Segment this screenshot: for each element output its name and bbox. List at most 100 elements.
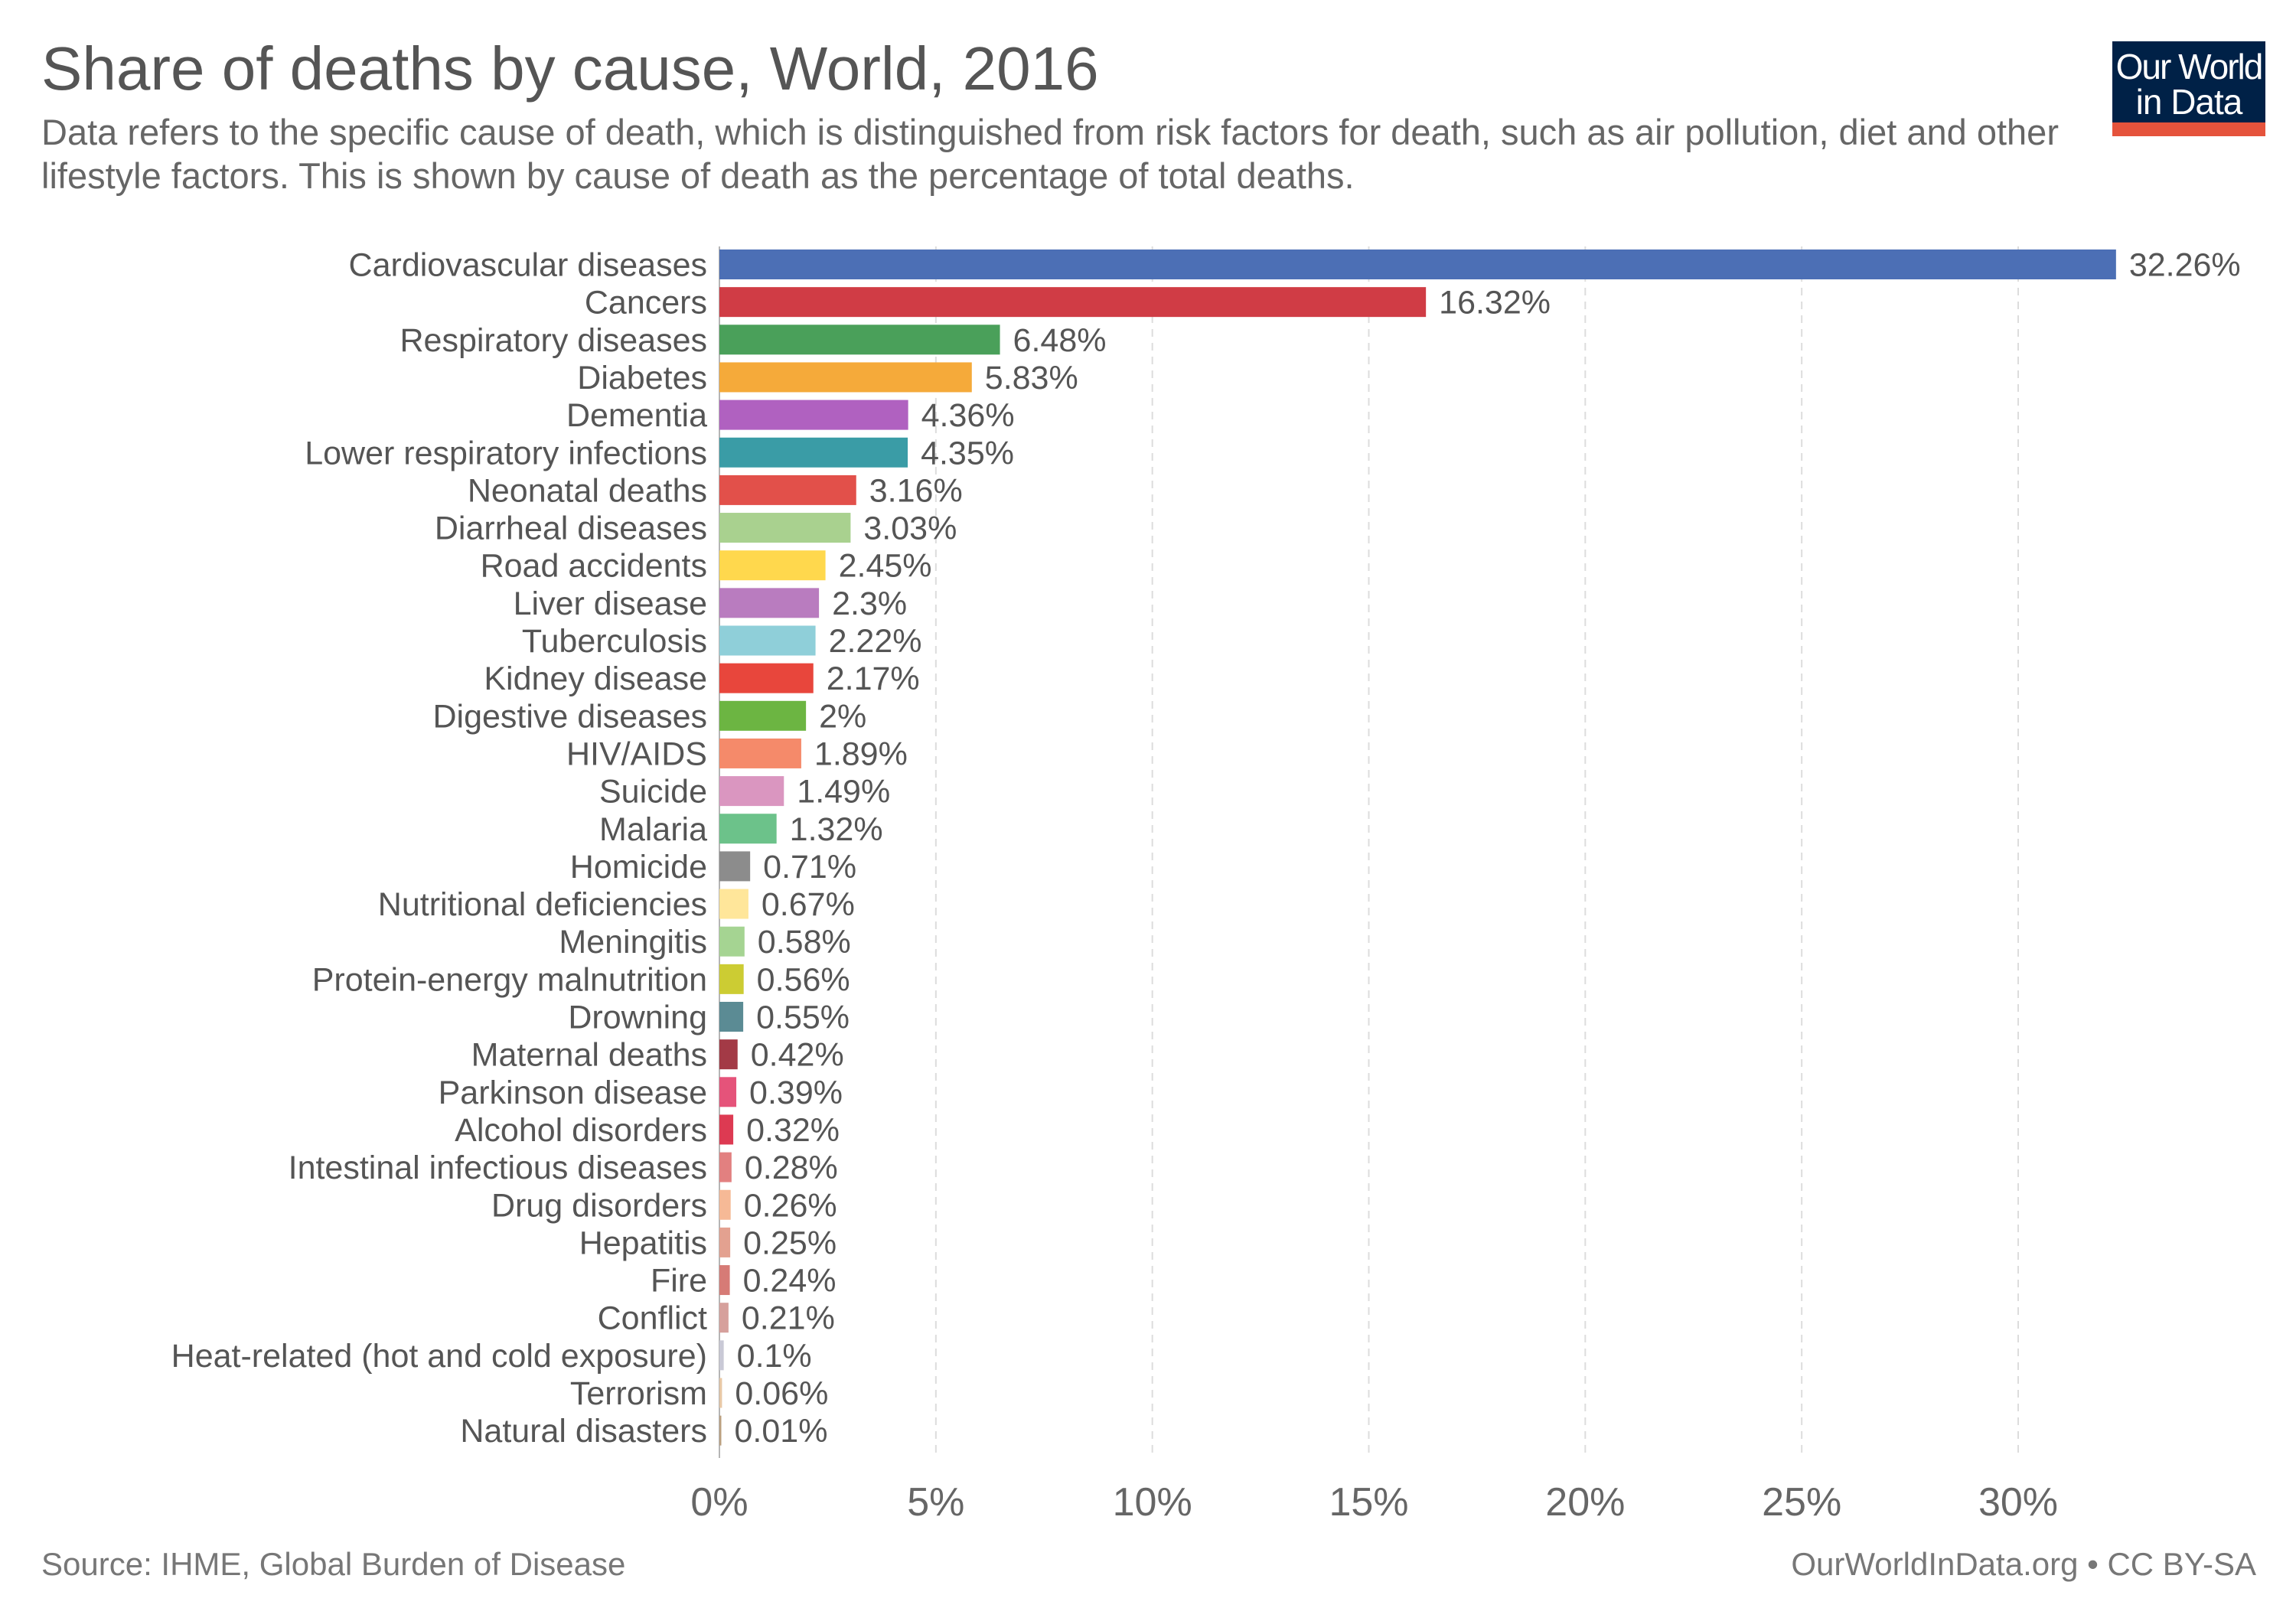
value-label: 2.45% — [839, 548, 932, 585]
value-label: 0.39% — [749, 1075, 843, 1111]
bar — [719, 325, 1000, 355]
bar — [719, 889, 748, 919]
bar — [719, 1340, 724, 1371]
bar — [719, 400, 908, 430]
value-label: 0.28% — [745, 1150, 838, 1186]
category-label: Hepatitis — [579, 1225, 707, 1261]
bar — [719, 851, 751, 882]
bar — [719, 814, 777, 844]
x-tick-label: 10% — [1113, 1480, 1192, 1525]
category-label: Cancers — [585, 285, 707, 321]
category-label: Kidney disease — [484, 660, 707, 697]
value-label: 0.24% — [743, 1263, 837, 1300]
source-note[interactable]: Source: IHME, Global Burden of Disease — [41, 1546, 626, 1582]
bar — [719, 362, 972, 393]
x-axis-ticks: 0% 5% 10% 15% 20% 25% 30% — [690, 1480, 2058, 1525]
value-label: 0.01% — [735, 1413, 828, 1450]
category-label: Lower respiratory infections — [305, 435, 707, 471]
value-label: 0.26% — [744, 1187, 837, 1224]
bar — [719, 1189, 731, 1220]
value-label: 6.48% — [1013, 322, 1107, 359]
category-label: Respiratory diseases — [400, 322, 707, 359]
value-label: 1.32% — [790, 811, 883, 848]
value-label: 0.25% — [743, 1225, 837, 1261]
bar — [719, 700, 807, 731]
bar — [719, 1077, 737, 1107]
bar — [719, 776, 784, 807]
category-label: Fire — [651, 1263, 707, 1300]
logo-text-line2: in Data — [2135, 82, 2243, 122]
value-label: 1.89% — [814, 735, 908, 772]
value-label: 0.06% — [735, 1375, 828, 1412]
category-label: Digestive diseases — [432, 698, 707, 735]
category-label: Liver disease — [514, 585, 707, 622]
value-labels: 32.26% 16.32% 6.48%5.83%4.36%4.35%3.16%3.0… — [735, 247, 2241, 1450]
bar — [719, 1415, 722, 1446]
value-label: 0.42% — [751, 1037, 844, 1074]
category-label: Alcohol disorders — [455, 1112, 707, 1149]
category-label: Nutritional deficiencies — [378, 886, 707, 923]
category-label: Terrorism — [570, 1375, 707, 1412]
chart-title: Share of deaths by cause, World, 2016 — [41, 34, 1099, 103]
category-label: Cardiovascular diseases — [349, 247, 707, 284]
value-label: 0.67% — [762, 886, 855, 923]
x-tick-label: 5% — [907, 1480, 964, 1525]
value-label: 4.36% — [921, 397, 1015, 434]
bar — [719, 475, 856, 505]
value-label: 0.58% — [758, 924, 851, 961]
value-label: 4.35% — [921, 435, 1014, 471]
bar — [719, 1265, 730, 1296]
category-labels: Cardiovascular diseasesCancersRespirator… — [171, 247, 707, 1450]
owid-logo[interactable]: Our World in Data — [2112, 41, 2265, 136]
category-label: Homicide — [570, 849, 707, 886]
category-label: Conflict — [598, 1300, 707, 1337]
logo-accent-bar — [2112, 122, 2265, 136]
bar — [719, 1378, 722, 1408]
category-label: Tuberculosis — [522, 623, 707, 660]
chart-subtitle: Data refers to the specific cause of dea… — [41, 112, 2059, 196]
value-label: 0.21% — [742, 1300, 835, 1337]
category-label: Diabetes — [577, 360, 707, 396]
category-label: Drug disorders — [491, 1187, 707, 1224]
value-label: 0.55% — [756, 1000, 850, 1036]
bar — [719, 964, 744, 994]
value-label: 2.22% — [829, 623, 922, 660]
bar — [719, 287, 1427, 318]
bar — [719, 588, 820, 618]
category-label: Natural disasters — [460, 1413, 707, 1450]
value-label: 0.32% — [746, 1112, 840, 1149]
bar — [719, 1114, 734, 1145]
bar — [719, 926, 745, 957]
value-label: 0.1% — [737, 1338, 812, 1375]
value-label: 2.17% — [827, 660, 920, 697]
category-label: Diarrheal diseases — [435, 510, 707, 547]
license-credit[interactable]: OurWorldInData.org • CC BY-SA — [1791, 1546, 2256, 1582]
bar — [719, 1152, 732, 1182]
x-tick-label: 25% — [1762, 1480, 1841, 1525]
category-label: Intestinal infectious diseases — [289, 1150, 707, 1186]
bar — [719, 437, 908, 468]
category-label: Dementia — [566, 397, 707, 434]
bar — [719, 738, 801, 768]
bar — [719, 1227, 731, 1257]
value-label: 32.26% — [2129, 247, 2241, 284]
category-label: Road accidents — [481, 548, 707, 585]
bar — [719, 1002, 744, 1032]
x-tick-label: 20% — [1545, 1480, 1625, 1525]
category-label: Neonatal deaths — [468, 472, 707, 509]
bar — [719, 513, 851, 543]
logo-text-line1: Our World — [2115, 47, 2264, 86]
bar — [719, 625, 816, 656]
value-label: 2% — [819, 698, 866, 735]
category-label: Protein-energy malnutrition — [312, 961, 707, 998]
bar — [719, 663, 814, 693]
category-label: Suicide — [599, 774, 707, 810]
value-label: 3.16% — [869, 472, 963, 509]
value-label: 0.56% — [757, 961, 850, 998]
category-label: Heat-related (hot and cold exposure) — [171, 1338, 707, 1375]
category-label: Maternal deaths — [471, 1037, 707, 1074]
category-label: Malaria — [599, 811, 707, 848]
bars — [719, 250, 2116, 1446]
value-label: 5.83% — [985, 360, 1078, 396]
